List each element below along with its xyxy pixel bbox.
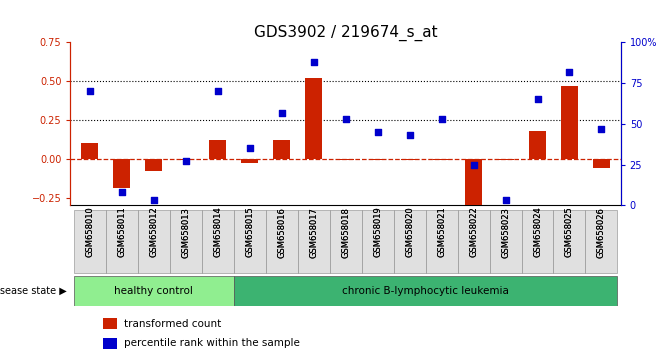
Bar — [266, 210, 297, 273]
Bar — [490, 210, 521, 273]
Text: GSM658026: GSM658026 — [597, 207, 606, 258]
Bar — [394, 210, 425, 273]
Bar — [458, 210, 490, 273]
Text: GSM658015: GSM658015 — [245, 207, 254, 257]
Text: GSM658013: GSM658013 — [181, 207, 190, 258]
Text: GSM658019: GSM658019 — [373, 207, 382, 257]
Bar — [81, 143, 99, 159]
Bar — [273, 140, 291, 159]
Bar — [497, 159, 514, 160]
Point — [180, 159, 191, 164]
Text: disease state ▶: disease state ▶ — [0, 286, 67, 296]
Bar — [425, 210, 458, 273]
Text: GSM658026: GSM658026 — [597, 207, 606, 258]
Bar — [561, 86, 578, 159]
Point — [372, 129, 383, 135]
Text: GSM658018: GSM658018 — [341, 207, 350, 258]
Text: GSM658010: GSM658010 — [85, 207, 94, 257]
Bar — [201, 210, 234, 273]
Bar — [529, 131, 546, 159]
Text: GSM658018: GSM658018 — [341, 207, 350, 258]
Text: GSM658011: GSM658011 — [117, 207, 126, 257]
Point — [404, 132, 415, 138]
Point — [340, 116, 351, 122]
Text: GSM658011: GSM658011 — [117, 207, 126, 257]
Text: chronic B-lymphocytic leukemia: chronic B-lymphocytic leukemia — [342, 286, 509, 296]
Text: GSM658021: GSM658021 — [437, 207, 446, 257]
Bar — [521, 210, 554, 273]
Point — [212, 88, 223, 94]
Bar — [337, 159, 354, 160]
Text: GSM658013: GSM658013 — [181, 207, 190, 258]
Text: healthy control: healthy control — [114, 286, 193, 296]
Text: GSM658023: GSM658023 — [501, 207, 510, 258]
Text: GSM658020: GSM658020 — [405, 207, 414, 257]
Point — [308, 59, 319, 65]
Text: GSM658025: GSM658025 — [565, 207, 574, 257]
Point — [468, 162, 479, 167]
Point — [596, 126, 607, 132]
Text: GSM658017: GSM658017 — [309, 207, 318, 258]
Bar — [177, 159, 195, 160]
Bar — [586, 210, 617, 273]
Text: GSM658015: GSM658015 — [245, 207, 254, 257]
Text: GSM658017: GSM658017 — [309, 207, 318, 258]
Bar — [145, 159, 162, 171]
Point — [244, 145, 255, 151]
Text: GSM658024: GSM658024 — [533, 207, 542, 257]
Text: GSM658022: GSM658022 — [469, 207, 478, 257]
Bar — [241, 159, 258, 164]
Point — [436, 116, 447, 122]
Bar — [369, 159, 386, 160]
Bar — [138, 210, 170, 273]
Text: GSM658012: GSM658012 — [149, 207, 158, 257]
Bar — [401, 159, 418, 160]
Text: GSM658020: GSM658020 — [405, 207, 414, 257]
Bar — [554, 210, 586, 273]
Point — [276, 110, 287, 115]
Bar — [103, 338, 117, 348]
Bar — [74, 210, 105, 273]
Bar — [362, 210, 394, 273]
Text: GSM658016: GSM658016 — [277, 207, 286, 258]
Text: GSM658014: GSM658014 — [213, 207, 222, 257]
Bar — [234, 276, 617, 306]
Bar — [170, 210, 201, 273]
Text: percentile rank within the sample: percentile rank within the sample — [124, 338, 300, 348]
Point — [532, 97, 543, 102]
Point — [116, 189, 127, 195]
Bar — [305, 78, 322, 159]
Text: GSM658022: GSM658022 — [469, 207, 478, 257]
Bar — [433, 159, 450, 160]
Bar — [465, 159, 482, 205]
Text: GDS3902 / 219674_s_at: GDS3902 / 219674_s_at — [254, 25, 437, 41]
Bar — [103, 318, 117, 329]
Text: GSM658021: GSM658021 — [437, 207, 446, 257]
Text: GSM658016: GSM658016 — [277, 207, 286, 258]
Bar — [592, 159, 611, 168]
Bar — [329, 210, 362, 273]
Bar — [234, 210, 266, 273]
Text: GSM658014: GSM658014 — [213, 207, 222, 257]
Text: GSM658025: GSM658025 — [565, 207, 574, 257]
Point — [500, 198, 511, 203]
Point — [564, 69, 575, 75]
Text: GSM658012: GSM658012 — [149, 207, 158, 257]
Text: GSM658019: GSM658019 — [373, 207, 382, 257]
Bar — [105, 210, 138, 273]
Text: GSM658023: GSM658023 — [501, 207, 510, 258]
Point — [85, 88, 95, 94]
Text: GSM658024: GSM658024 — [533, 207, 542, 257]
Point — [148, 198, 159, 203]
Bar — [297, 210, 329, 273]
Text: GSM658010: GSM658010 — [85, 207, 94, 257]
Bar — [209, 140, 226, 159]
Bar — [113, 159, 130, 188]
Bar — [74, 276, 234, 306]
Text: transformed count: transformed count — [124, 319, 221, 329]
